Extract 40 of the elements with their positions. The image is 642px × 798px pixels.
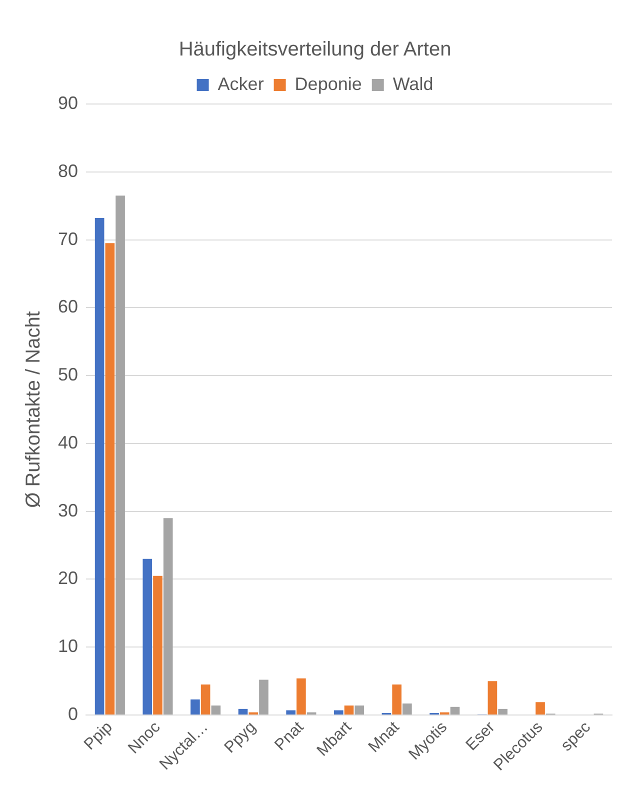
- bar: [402, 703, 412, 715]
- bar: [498, 708, 508, 715]
- y-axis-title: Ø Rufkontakte / Nacht: [22, 310, 45, 508]
- y-tick-label: 20: [58, 568, 78, 588]
- legend-label: Acker: [218, 74, 264, 94]
- bar: [259, 680, 268, 715]
- bar: [488, 681, 498, 715]
- y-tick-label: 80: [58, 160, 78, 181]
- bar: [334, 710, 344, 715]
- y-tick-label: 40: [58, 432, 78, 452]
- bar: [392, 684, 402, 715]
- y-tick-label: 0: [68, 704, 78, 724]
- legend-label: Deponie: [294, 74, 362, 94]
- y-tick-label: 70: [58, 228, 78, 249]
- bar: [163, 518, 173, 715]
- bar: [211, 706, 221, 715]
- bar: [116, 196, 125, 715]
- bar: [354, 706, 364, 715]
- bar: [200, 684, 210, 715]
- bar: [296, 678, 306, 715]
- y-tick-label: 60: [58, 296, 78, 317]
- bar: [536, 702, 545, 715]
- y-tick-label: 10: [58, 636, 78, 656]
- bar: [94, 218, 104, 715]
- bar: [344, 706, 354, 715]
- bar: [450, 706, 460, 715]
- x-tick-label: Ppip: [81, 718, 116, 754]
- chart-title: Häufigkeitsverteilung der Arten: [178, 38, 452, 61]
- bar: [153, 576, 162, 715]
- y-tick-label: 90: [58, 92, 78, 113]
- bar: [286, 710, 296, 715]
- legend-label: Wald: [392, 74, 434, 94]
- bar: [248, 712, 258, 715]
- bar: [440, 712, 450, 715]
- bar: [105, 243, 115, 715]
- y-tick-label: 30: [58, 500, 78, 520]
- bar: [190, 699, 200, 715]
- y-tick-label: 50: [58, 364, 78, 385]
- bar: [238, 708, 248, 715]
- bar: [142, 558, 152, 715]
